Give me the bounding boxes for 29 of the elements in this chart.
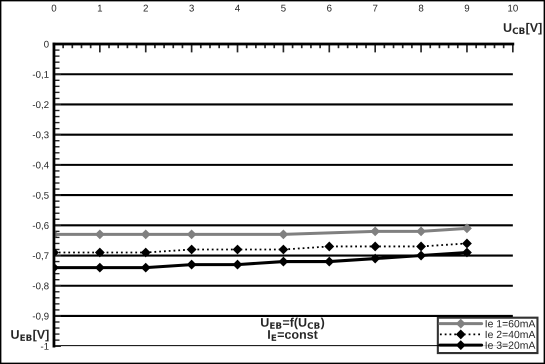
x-axis-title: U$_{CB}$[V] — [504, 22, 542, 34]
y-tick-label: -0,8 — [32, 282, 49, 291]
x-tick-label: 2 — [144, 4, 148, 12]
y-tick-label: -0,9 — [32, 312, 49, 321]
x-tick-label: 7 — [372, 4, 378, 12]
annotation: I$_{E}$=const — [268, 330, 318, 341]
x-tick-label: 5 — [281, 4, 286, 12]
y-tick-label: -0,3 — [32, 131, 49, 140]
y-tick-label: -0,7 — [32, 252, 49, 260]
y-tick-label: -1 — [40, 343, 49, 350]
x-tick-label: 8 — [418, 4, 424, 12]
x-tick-label: 4 — [235, 4, 240, 12]
legend-label: Ie 3=20mA — [486, 342, 536, 349]
y-tick-label: 0 — [44, 40, 49, 48]
y-tick-label: -0,2 — [32, 101, 49, 110]
legend-label: Ie 2=40mA — [486, 330, 536, 338]
y-axis-title: U$_{EB}$[V] — [11, 330, 49, 342]
y-tick-label: -0,6 — [32, 222, 49, 230]
x-tick-label: 3 — [189, 4, 194, 12]
x-tick-label: 10 — [508, 4, 518, 12]
x-tick-label: 6 — [327, 4, 332, 12]
x-tick-label: 9 — [464, 4, 470, 12]
y-tick-label: -0,4 — [32, 162, 49, 170]
annotation: U$_{EB}$=f(U$_{CB}$) — [261, 318, 324, 330]
x-tick-label: 1 — [98, 4, 102, 12]
x-tick-label: 0 — [52, 4, 56, 12]
y-tick-label: -0,5 — [32, 192, 49, 200]
legend-label: Ie 1=60mA — [486, 320, 536, 328]
y-tick-label: -0,1 — [32, 70, 49, 80]
